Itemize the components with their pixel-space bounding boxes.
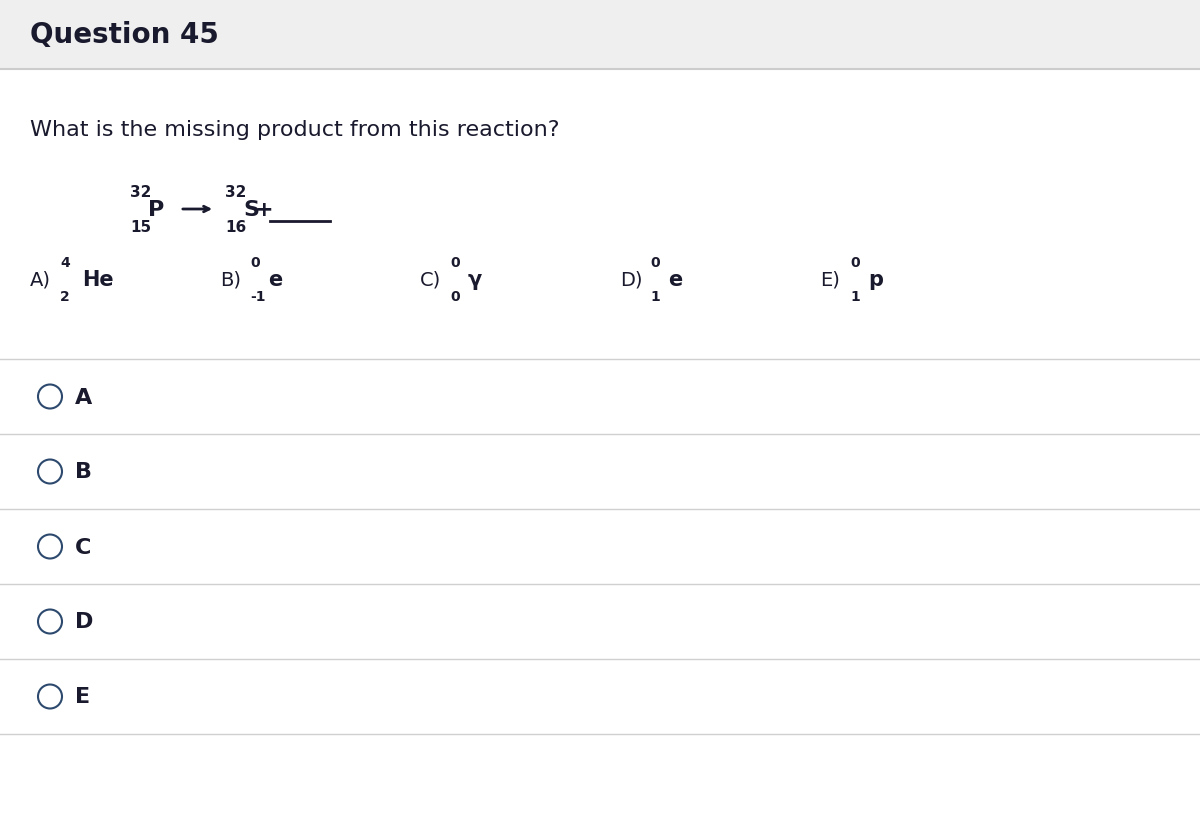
Text: 0: 0 [450,256,460,270]
Text: 1: 1 [850,289,859,303]
Text: B): B) [220,270,241,289]
Text: B: B [74,462,92,482]
Text: C): C) [420,270,442,289]
Text: 15: 15 [130,220,151,235]
Text: 2: 2 [60,289,70,303]
Text: S: S [242,200,259,220]
Text: E): E) [820,270,840,289]
Text: D: D [74,612,94,632]
Text: 0: 0 [650,256,660,270]
Text: A: A [74,387,92,407]
Text: +: + [256,200,274,220]
Text: 0: 0 [850,256,859,270]
Text: 32: 32 [130,185,151,200]
Text: C: C [74,537,91,557]
Text: 4: 4 [60,256,70,270]
Text: p: p [868,270,883,289]
Text: e: e [668,270,683,289]
Text: e: e [268,270,282,289]
Text: D): D) [620,270,642,289]
Text: 32: 32 [226,185,246,200]
Text: What is the missing product from this reaction?: What is the missing product from this re… [30,120,559,140]
Text: 16: 16 [226,220,246,235]
Text: He: He [82,270,114,289]
Text: γ: γ [468,270,482,289]
Text: 0: 0 [450,289,460,303]
Bar [0,0,1200,70]
Text: -1: -1 [250,289,265,303]
Text: 1: 1 [650,289,660,303]
Text: E: E [74,686,90,706]
Text: A): A) [30,270,50,289]
Text: 0: 0 [250,256,259,270]
Text: P: P [148,200,164,220]
Text: Question 45: Question 45 [30,21,218,49]
